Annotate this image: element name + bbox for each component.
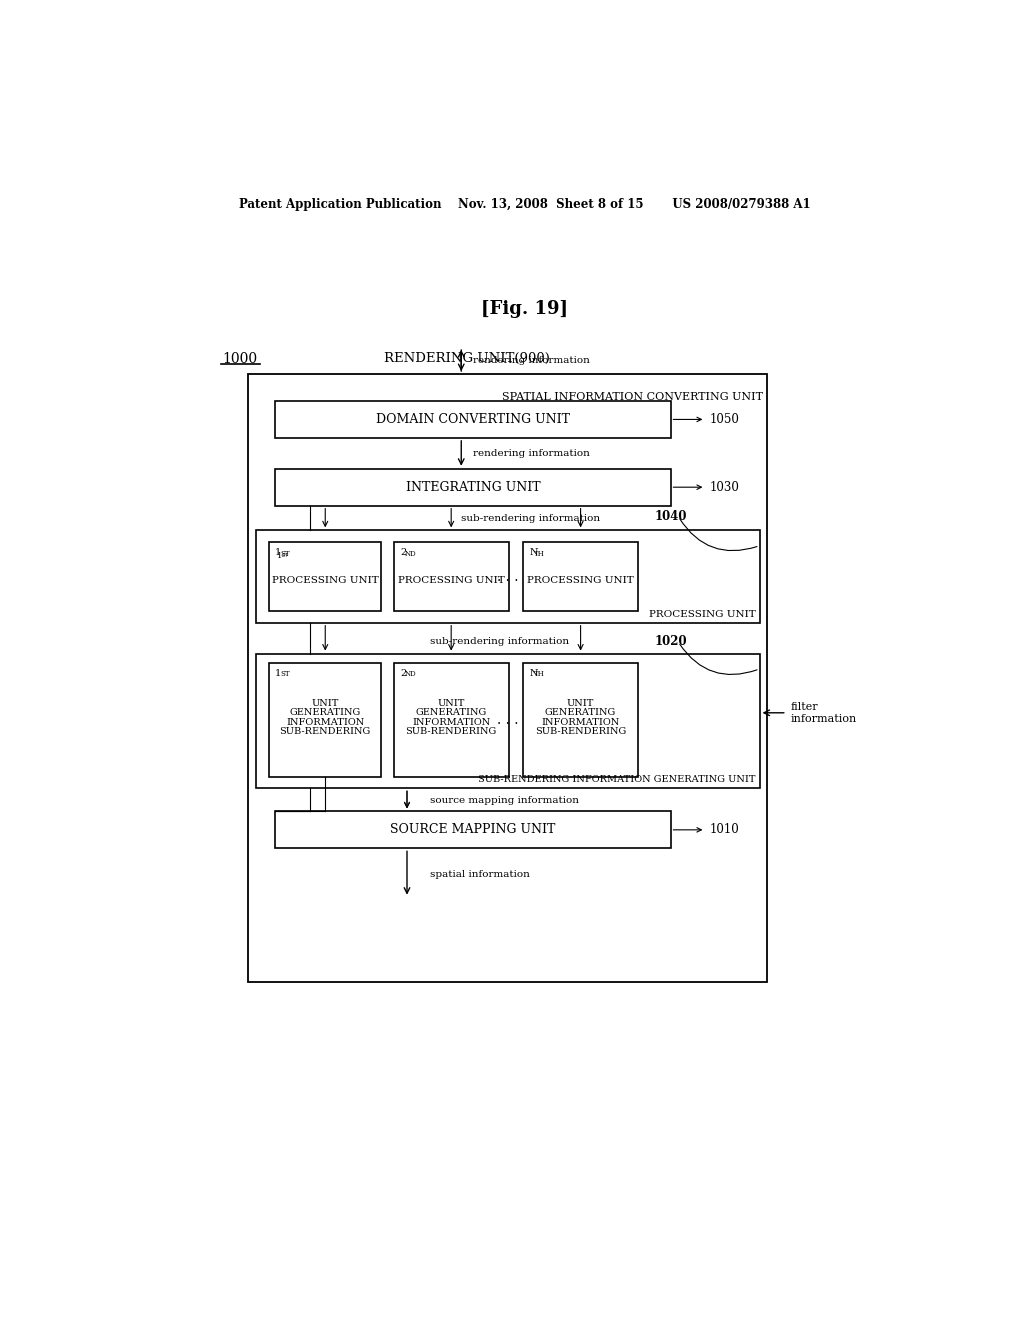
Text: DOMAIN CONVERTING UNIT: DOMAIN CONVERTING UNIT [376,413,570,426]
Bar [269,663,381,776]
Text: 1: 1 [275,548,282,557]
Text: GENERATING: GENERATING [545,709,616,717]
Text: [Fig. 19]: [Fig. 19] [481,300,568,318]
Text: PROCESSING UNIT: PROCESSING UNIT [271,576,379,585]
Text: 2: 2 [400,548,407,557]
Text: SUB-RENDERING: SUB-RENDERING [280,727,371,735]
Text: ND: ND [404,671,417,678]
Text: rendering information: rendering information [473,449,590,458]
Text: sub-rendering information: sub-rendering information [461,515,600,523]
Bar [394,543,509,611]
Text: SUB-RENDERING INFORMATION GENERATING UNIT: SUB-RENDERING INFORMATION GENERATING UNI… [478,775,756,784]
Text: 1010: 1010 [710,824,739,837]
Text: . . .: . . . [497,569,518,583]
Text: . . .: . . . [497,714,518,727]
Text: INFORMATION: INFORMATION [286,718,365,726]
Text: 1020: 1020 [655,635,688,648]
Bar [523,663,638,776]
Text: INTEGRATING UNIT: INTEGRATING UNIT [406,480,541,494]
Text: N: N [529,669,538,678]
Text: ST: ST [280,671,290,678]
Text: 1: 1 [276,552,283,560]
Bar [269,543,381,611]
Text: sub-rendering information: sub-rendering information [430,638,569,647]
Bar [523,543,638,611]
Text: 1: 1 [275,669,282,678]
Text: RENDERING UNIT(900): RENDERING UNIT(900) [384,352,550,366]
Text: INFORMATION: INFORMATION [542,718,620,726]
Text: SPATIAL INFORMATION CONVERTING UNIT: SPATIAL INFORMATION CONVERTING UNIT [503,392,764,403]
Text: PROCESSING UNIT: PROCESSING UNIT [397,576,505,585]
Bar [256,531,760,623]
Text: information: information [791,714,857,723]
Text: UNIT: UNIT [567,700,594,708]
Text: UNIT: UNIT [311,700,339,708]
Bar [256,653,760,788]
Text: source mapping information: source mapping information [430,796,580,805]
Text: GENERATING: GENERATING [290,709,360,717]
Text: ND: ND [404,549,417,557]
Text: 1000: 1000 [223,351,258,366]
Text: GENERATING: GENERATING [416,709,486,717]
Text: ST: ST [280,549,290,557]
Text: rendering information: rendering information [473,356,590,366]
Text: N: N [529,548,538,557]
Bar [275,812,671,849]
Text: SUB-RENDERING: SUB-RENDERING [535,727,627,735]
Text: 1050: 1050 [710,413,739,426]
Text: INFORMATION: INFORMATION [412,718,490,726]
Bar [248,374,767,982]
Text: filter: filter [791,702,818,711]
Text: TH: TH [535,671,545,678]
Text: SOURCE MAPPING UNIT: SOURCE MAPPING UNIT [390,824,556,837]
Bar [275,401,671,438]
Text: TH: TH [535,549,545,557]
Text: $^{ST}$: $^{ST}$ [281,552,289,560]
Text: UNIT: UNIT [437,700,465,708]
Text: Patent Application Publication    Nov. 13, 2008  Sheet 8 of 15       US 2008/027: Patent Application Publication Nov. 13, … [239,198,811,211]
Bar [275,469,671,506]
Text: 1030: 1030 [710,480,739,494]
Text: PROCESSING UNIT: PROCESSING UNIT [527,576,634,585]
Text: SUB-RENDERING: SUB-RENDERING [406,727,497,735]
Text: 1040: 1040 [655,510,687,523]
Text: 2: 2 [400,669,407,678]
Text: PROCESSING UNIT: PROCESSING UNIT [649,610,756,619]
Text: spatial information: spatial information [430,870,530,879]
Bar [394,663,509,776]
